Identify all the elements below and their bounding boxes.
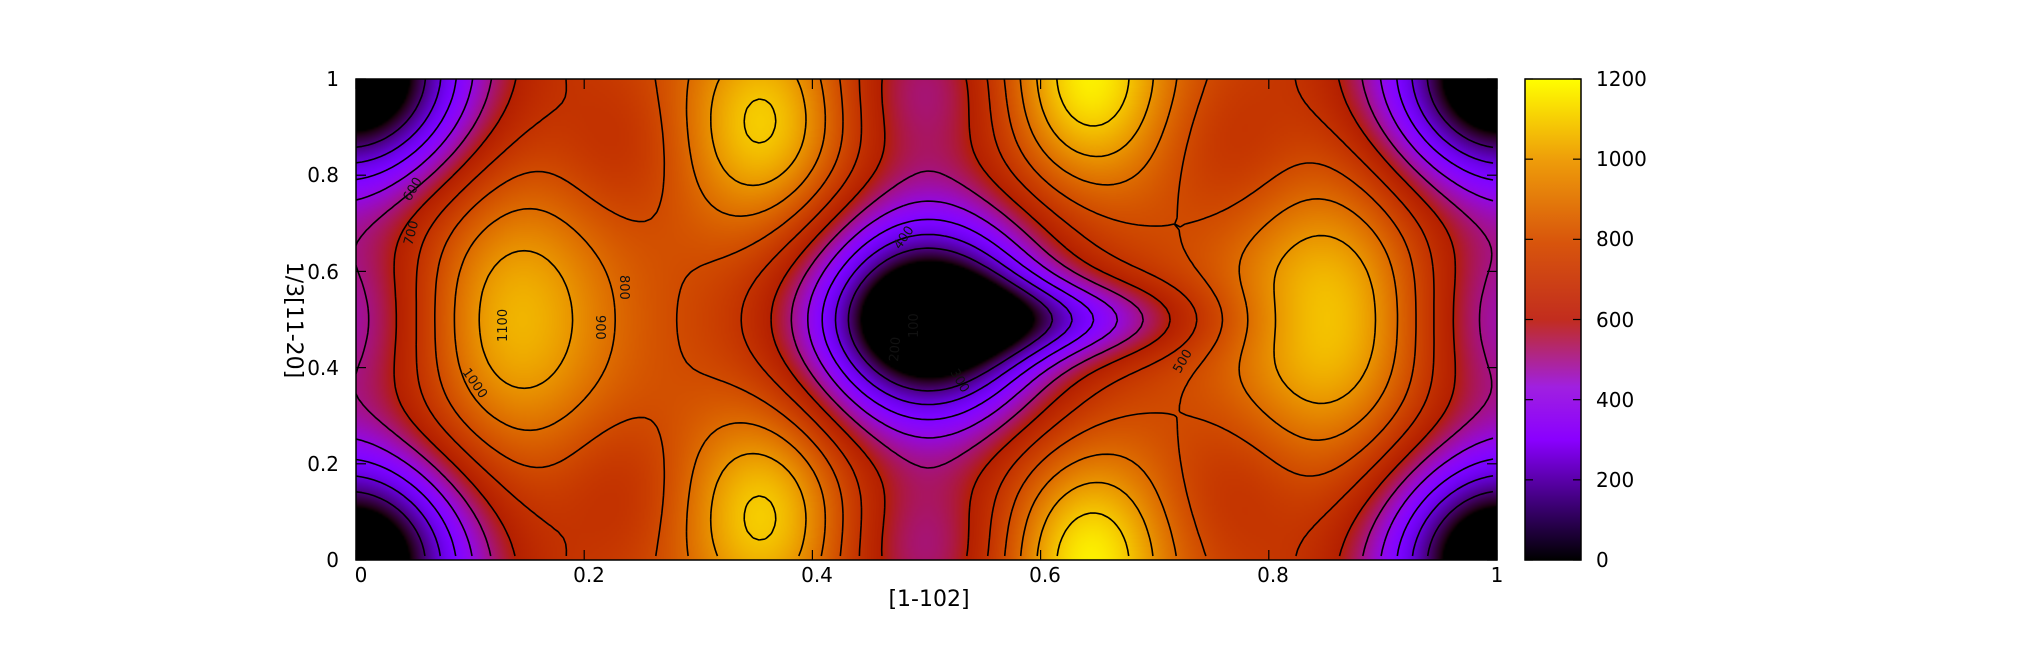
y-tick-labels: 0 0.2 0.4 0.6 0.8 1: [307, 67, 339, 572]
y-tick-label: 0.6: [307, 260, 339, 284]
contour-label-800: 800: [616, 275, 631, 300]
y-tick-label: 0.4: [307, 356, 339, 380]
contour-label-700: 700: [401, 219, 422, 247]
x-tick-label: 1: [1491, 563, 1504, 587]
x-tick-labels: 0 0.2 0.4 0.6 0.8 1: [355, 563, 1504, 587]
contour-label-900: 900: [592, 315, 607, 340]
colorbar-tick-label: 200: [1596, 468, 1634, 492]
x-tick-label: 0.4: [801, 563, 833, 587]
x-axis-title: [1-102]: [888, 587, 969, 612]
y-tick-label: 0.8: [307, 163, 339, 187]
contour-line-200: [356, 79, 1494, 557]
y-axis-title: 1/3[11-20]: [281, 262, 306, 379]
colorbar-tick-marks: [1525, 78, 1581, 561]
contour-label-100: 100: [907, 313, 922, 338]
y-tick-label: 1: [326, 67, 339, 91]
colorbar-tick-label: 1200: [1596, 67, 1647, 91]
contour-line-100: [356, 79, 1494, 557]
x-tick-label: 0.2: [573, 563, 605, 587]
contour-line-400: [356, 79, 1494, 557]
heatmap-surface: [356, 79, 1497, 560]
contour-line-300: [356, 79, 1494, 557]
contour-line-1000: [478, 79, 1377, 557]
x-tick-label: 0.6: [1029, 563, 1061, 587]
contour-lines: [356, 79, 1494, 557]
colorbar-tick-label: 0: [1596, 548, 1609, 572]
y-tick-label: 0.2: [307, 452, 339, 476]
contour-line-500: [356, 79, 1493, 557]
contour-label-1100: 1100: [496, 309, 511, 342]
contour-label-200: 200: [887, 336, 904, 362]
contour-line-600: [393, 79, 1457, 557]
y-tick-label: 0: [326, 548, 339, 572]
contour-labels: 600 700 800 900 1000 1100 400 100 200 30…: [400, 175, 1195, 401]
x-tick-label: 0.8: [1257, 563, 1289, 587]
x-tick-label: 0: [355, 563, 368, 587]
colorbar-tick-label: 600: [1596, 308, 1634, 332]
contour-line-1100: [743, 79, 1130, 557]
tick-marks: [355, 78, 1498, 561]
contour-line-800: [434, 79, 1417, 557]
colorbar-tick-label: 400: [1596, 388, 1634, 412]
contour-line-900: [453, 79, 1399, 557]
colorbar-tick-label: 1000: [1596, 147, 1647, 171]
plot-border: [355, 78, 1498, 561]
colorbar-tick-labels: 0 200 400 600 800 1000 1200: [1596, 67, 1647, 572]
colorbar: [1524, 78, 1582, 561]
colorbar-tick-label: 800: [1596, 227, 1634, 251]
contour-line-700: [415, 79, 1435, 557]
